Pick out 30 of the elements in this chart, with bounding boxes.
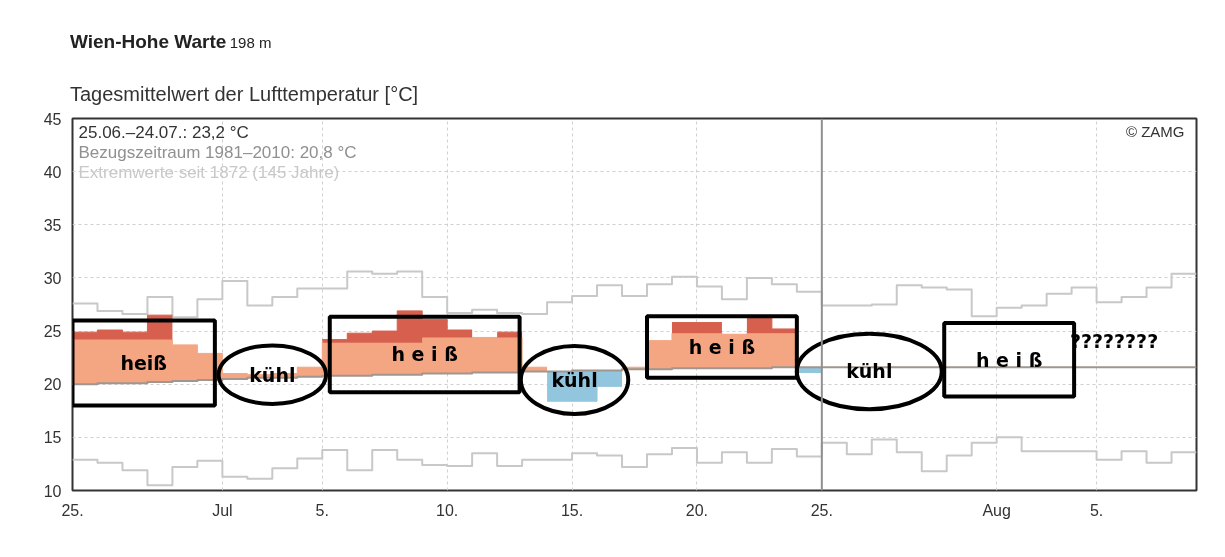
x-tick-label: 5. <box>1089 501 1104 519</box>
x-tick-label: 25. <box>810 501 833 519</box>
y-tick-label: 10 <box>43 482 62 500</box>
y-tick-label: 35 <box>43 216 62 234</box>
x-tick-label: Jul <box>212 501 233 519</box>
y-tick-label: 25 <box>43 323 62 341</box>
chart-subtitle: Tagesmittelwert der Lufttemperatur [°C] <box>70 83 419 105</box>
y-tick-label: 20 <box>43 376 62 394</box>
text: 198 m <box>229 34 272 51</box>
annotation: h e i ß <box>391 343 458 366</box>
x-tick-label: 25. <box>61 501 84 519</box>
annotation: kühl <box>846 360 893 383</box>
x-tick-label: 15. <box>560 501 584 519</box>
annotation: h e i ß <box>975 348 1043 371</box>
chart-title: Wien-Hohe Warte <box>70 31 227 52</box>
annotation: Bezugszeitraum 1981–2010: 20,8 °C <box>78 142 357 162</box>
y-tick-label: 15 <box>43 429 62 447</box>
y-tick-label: 45 <box>43 110 62 128</box>
x-tick-label: Aug <box>982 501 1011 519</box>
annotation: kühl <box>551 368 598 391</box>
y-tick-label: 30 <box>43 269 62 287</box>
annotation: h e i ß <box>688 336 756 359</box>
y-tick-label: 40 <box>43 163 62 181</box>
annotation: heiß <box>120 351 167 374</box>
x-tick-label: 5. <box>315 501 329 519</box>
x-tick-label: 10. <box>436 501 459 519</box>
annotation: kühl <box>249 363 296 386</box>
x-tick-label: 20. <box>685 501 709 519</box>
annotation: © ZAMG <box>1125 122 1185 140</box>
annotation: 25.06.–24.07.: 23,2 °C <box>78 122 249 142</box>
